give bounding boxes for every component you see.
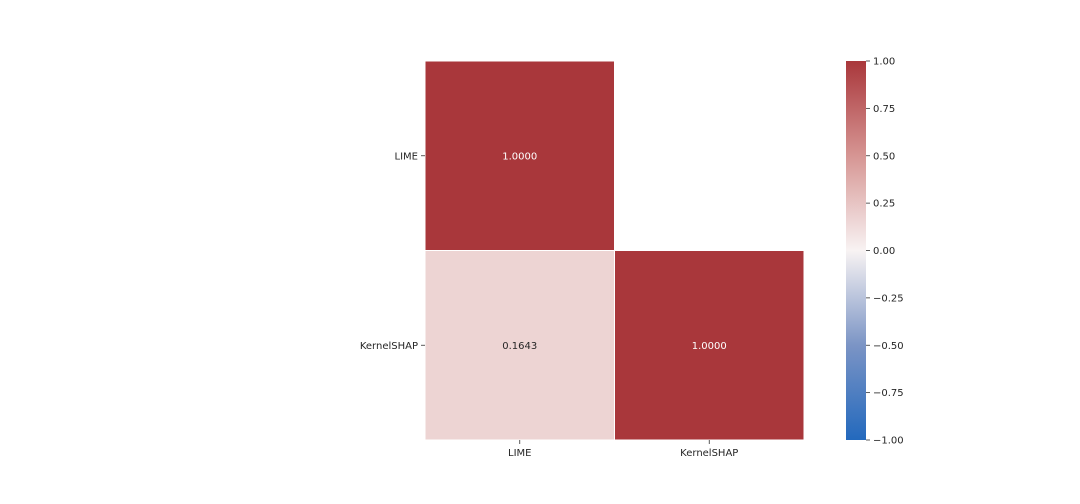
x-tick-label: LIME (508, 448, 531, 459)
x-tick-label: KernelSHAP (680, 448, 738, 459)
cell-value-label: 0.1643 (502, 341, 537, 352)
y-tick-label: KernelSHAP (360, 341, 418, 352)
cell-value-label: 1.0000 (692, 341, 727, 352)
heatmap-cell (424, 60, 615, 251)
cell-value-label: 1.0000 (502, 151, 537, 162)
y-tick-label: LIME (395, 151, 418, 162)
colorbar-tick-label: −1.00 (873, 436, 904, 447)
heatmap-cells (424, 60, 805, 441)
colorbar-tick-label: 1.00 (873, 57, 895, 68)
colorbar-tick-label: 0.75 (873, 104, 895, 115)
colorbar-tick-label: −0.50 (873, 341, 904, 352)
colorbar-tick-label: 0.50 (873, 151, 895, 162)
heatmap-cell (614, 250, 805, 441)
colorbar-tick-label: 0.00 (873, 246, 895, 257)
colorbar-tick-label: −0.75 (873, 388, 904, 399)
heatmap-annotations: 1.0000 0.1643 1.0000 (502, 151, 727, 352)
colorbar: 1.00 0.75 0.50 0.25 0.00 −0.25 −0.50 −0.75 −1.00 (846, 57, 904, 447)
colorbar-tick-label: 0.25 (873, 199, 895, 210)
colorbar-tick-label: −0.25 (873, 293, 904, 304)
heatmap-cell (424, 250, 615, 441)
x-axis: LIME KernelSHAP (508, 440, 738, 459)
y-axis: LIME KernelSHAP (360, 151, 425, 352)
colorbar-gradient (846, 61, 866, 440)
